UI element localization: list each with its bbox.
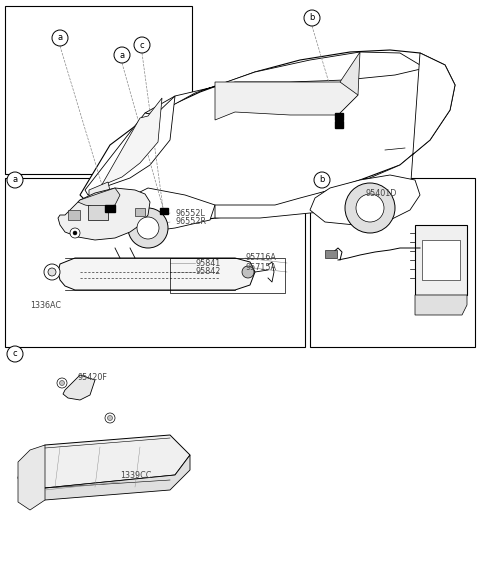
Text: b: b (309, 13, 315, 23)
Text: b: b (319, 176, 324, 185)
Polygon shape (100, 98, 162, 188)
Polygon shape (18, 445, 45, 510)
Polygon shape (215, 82, 358, 120)
Polygon shape (18, 435, 190, 488)
Circle shape (242, 266, 254, 278)
Bar (325, 250, 337, 258)
Text: a: a (12, 176, 18, 185)
Circle shape (134, 37, 150, 53)
Bar (68, 210, 80, 220)
Circle shape (7, 172, 23, 188)
Text: c: c (12, 349, 17, 359)
Polygon shape (215, 53, 455, 218)
Text: 1339CC: 1339CC (120, 471, 151, 481)
Polygon shape (63, 375, 95, 400)
Circle shape (345, 183, 395, 233)
Polygon shape (160, 208, 168, 214)
Polygon shape (89, 182, 112, 208)
Bar (310, 178, 475, 347)
Polygon shape (88, 205, 108, 220)
Text: 96552L: 96552L (175, 208, 205, 217)
Text: 95716A: 95716A (245, 253, 276, 262)
Circle shape (314, 172, 330, 188)
Polygon shape (88, 188, 215, 232)
Polygon shape (310, 175, 420, 225)
Text: 1336AC: 1336AC (30, 301, 61, 310)
Text: 95401D: 95401D (365, 189, 396, 197)
Bar (5, 178, 305, 347)
Text: 96552R: 96552R (175, 217, 206, 227)
Polygon shape (58, 188, 150, 240)
Circle shape (48, 268, 56, 276)
Polygon shape (58, 258, 255, 290)
Polygon shape (338, 52, 360, 115)
Polygon shape (85, 96, 175, 195)
Polygon shape (145, 52, 425, 115)
Circle shape (60, 381, 64, 385)
Polygon shape (80, 50, 455, 220)
Bar (422, 240, 460, 280)
Circle shape (356, 194, 384, 222)
Polygon shape (415, 295, 467, 315)
Text: 95715A: 95715A (245, 262, 276, 272)
Polygon shape (105, 205, 115, 212)
Circle shape (108, 415, 112, 420)
Text: a: a (120, 50, 125, 60)
Circle shape (105, 413, 115, 423)
Circle shape (128, 208, 168, 248)
Circle shape (137, 217, 159, 239)
Circle shape (57, 378, 67, 388)
Polygon shape (335, 121, 343, 128)
Circle shape (7, 346, 23, 362)
Text: c: c (140, 40, 144, 50)
Bar (5, 6, 192, 174)
Bar (170, 258, 285, 293)
Polygon shape (20, 455, 190, 502)
Text: 95420F: 95420F (78, 374, 108, 383)
Circle shape (44, 264, 60, 280)
Polygon shape (335, 113, 343, 120)
Circle shape (73, 231, 77, 235)
Circle shape (52, 30, 68, 46)
Text: a: a (58, 33, 62, 43)
Circle shape (70, 228, 80, 238)
Text: 95841: 95841 (195, 259, 220, 267)
Circle shape (114, 47, 130, 63)
Text: 95842: 95842 (195, 267, 220, 276)
Circle shape (304, 10, 320, 26)
Bar (135, 208, 145, 216)
Bar (415, 225, 467, 295)
Polygon shape (78, 188, 120, 208)
